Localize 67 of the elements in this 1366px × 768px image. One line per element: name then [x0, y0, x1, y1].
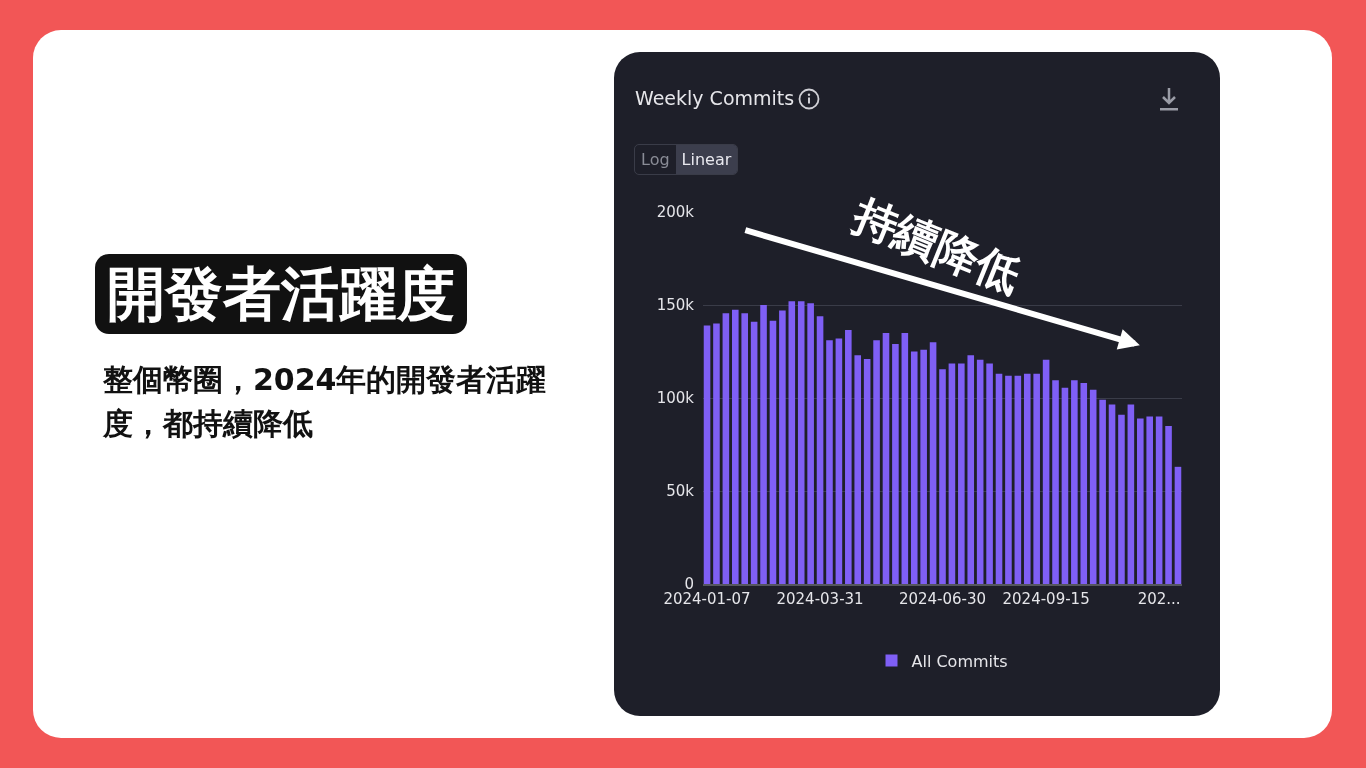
- bar: [1165, 425, 1172, 584]
- bar: [807, 303, 814, 584]
- bar: [1127, 404, 1135, 584]
- bar: [1023, 373, 1031, 584]
- bar: [750, 321, 758, 584]
- bar: [1052, 380, 1059, 584]
- bar: [1071, 380, 1078, 584]
- bar: [797, 301, 805, 584]
- bar: [1118, 414, 1125, 584]
- bar: [713, 323, 720, 584]
- bar: [1089, 389, 1097, 584]
- bar: [1033, 373, 1040, 584]
- x-tick-label: 2024-06-30: [898, 590, 987, 608]
- bar: [948, 363, 956, 584]
- y-tick-label: 150k: [656, 296, 695, 315]
- bar: [1014, 375, 1022, 584]
- x-tick-label: 202...: [1137, 590, 1181, 608]
- text: 整個幣圈，2024年的開發者活躍度，都持續降低: [103, 361, 548, 443]
- bar: [1042, 359, 1050, 584]
- bar: [995, 373, 1003, 584]
- chart-title: Weekly Commits: [635, 86, 795, 109]
- bar: [1061, 387, 1069, 584]
- y-tick-label: 100k: [656, 389, 695, 408]
- bar: [1155, 416, 1163, 584]
- bar: [769, 320, 777, 584]
- y-tick-label: 200k: [656, 203, 695, 222]
- bar: [1136, 418, 1144, 584]
- bar: [741, 313, 749, 584]
- bar: [901, 332, 909, 584]
- bar: [863, 358, 871, 584]
- bar: [1108, 404, 1116, 584]
- y-tick-label: 50k: [666, 482, 695, 501]
- bar: [845, 330, 852, 584]
- bar: [760, 305, 767, 584]
- bar: [976, 359, 984, 584]
- bar: [835, 338, 843, 584]
- bar: [1005, 375, 1012, 584]
- bar: [892, 344, 899, 584]
- bar: [939, 369, 946, 584]
- bar: [722, 313, 730, 584]
- text: Linear: [675, 145, 738, 174]
- bar: [958, 363, 965, 584]
- bar: [929, 342, 937, 584]
- bar: [1146, 416, 1153, 584]
- bar: [779, 310, 786, 584]
- text: 開發者活躍度: [95, 254, 467, 334]
- x-tick-label: 2024-03-31: [776, 590, 864, 608]
- bar: [788, 301, 796, 584]
- bar: [826, 340, 833, 584]
- text: Log: [640, 149, 671, 171]
- bar: [910, 351, 918, 584]
- bar: [882, 332, 890, 584]
- bar: [1174, 466, 1182, 584]
- legend-label: All Commits: [911, 651, 1008, 671]
- x-tick-label: 2024-09-15: [1002, 590, 1090, 608]
- x-tick-label: 2024-01-07: [663, 590, 751, 608]
- bar: [854, 355, 862, 584]
- bar: [873, 340, 880, 584]
- bar: [920, 349, 927, 584]
- bar: [816, 316, 824, 584]
- bar: [703, 325, 711, 584]
- bar: [986, 363, 993, 584]
- bar: [1099, 399, 1106, 584]
- annotation: 持續降低: [844, 187, 1030, 304]
- bar: [732, 309, 739, 584]
- bar: [967, 355, 975, 584]
- bar: [1080, 383, 1088, 584]
